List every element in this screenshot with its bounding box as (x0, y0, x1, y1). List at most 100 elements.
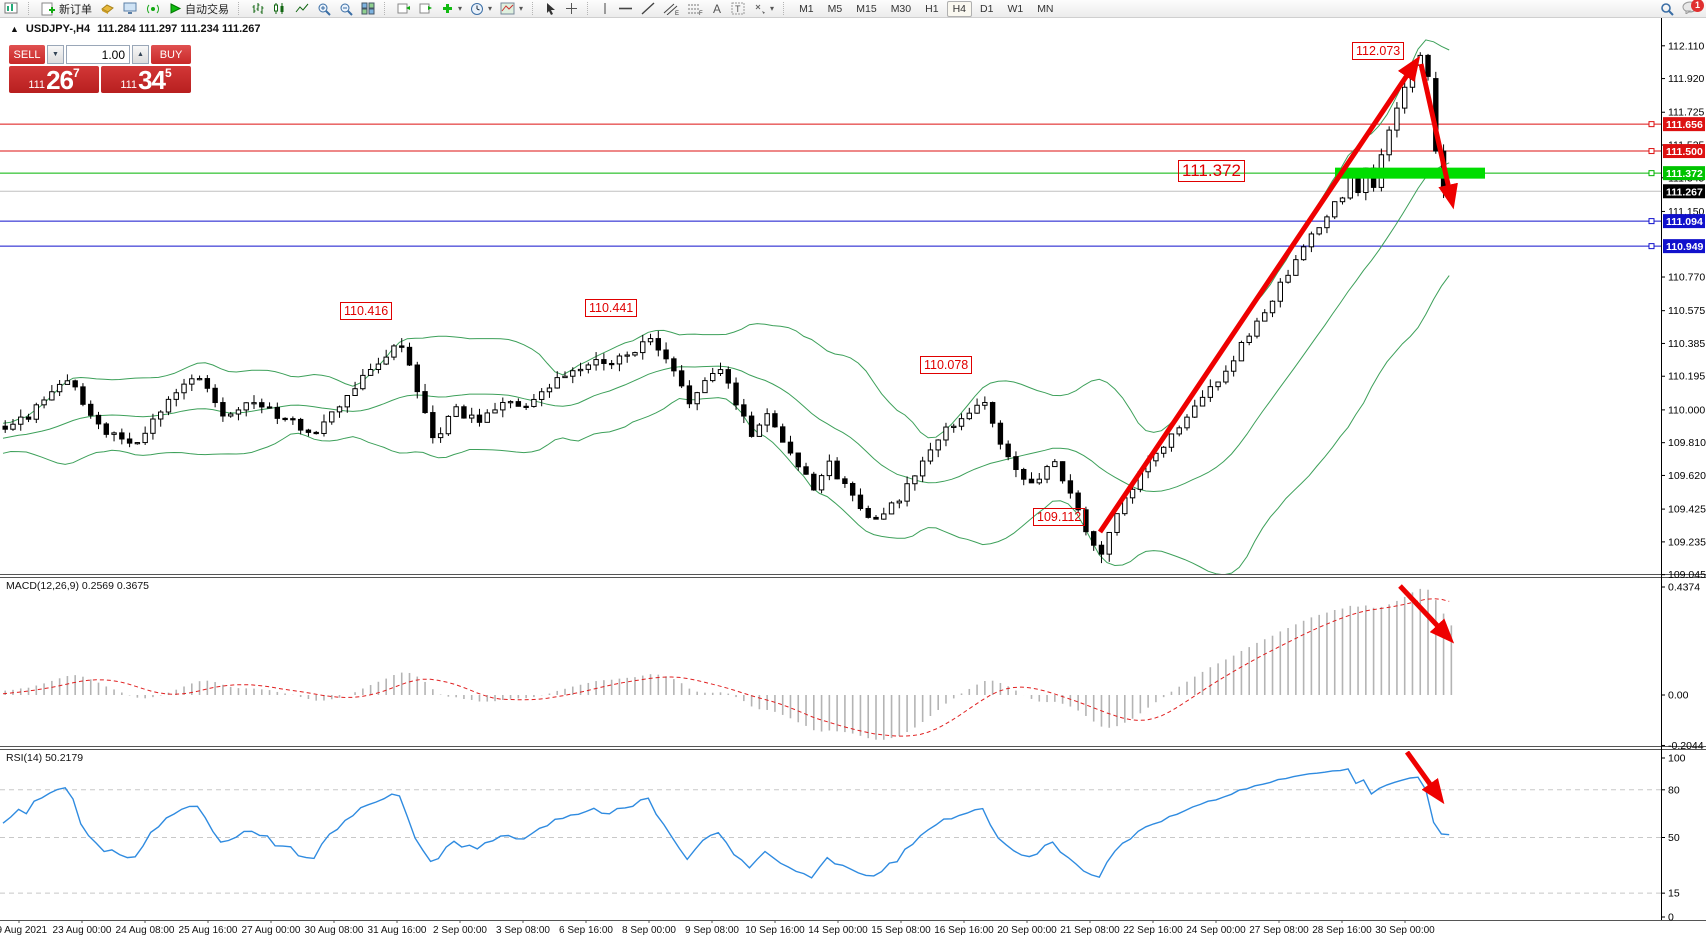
svg-text:T: T (735, 4, 741, 14)
svg-text:E: E (675, 11, 679, 15)
text-tool-button[interactable]: A (707, 1, 727, 17)
toolbar-separator (384, 2, 390, 15)
auto-scroll-button[interactable] (393, 1, 415, 17)
collapse-triangle-icon[interactable]: ▲ (10, 24, 19, 34)
time-axis-label: 24 Sep 00:00 (1186, 925, 1246, 936)
time-axis-label: 23 Aug 00:00 (52, 925, 112, 936)
time-axis-label: 28 Sep 16:00 (1312, 925, 1372, 936)
price-annotation[interactable]: 109.112 (1033, 508, 1086, 526)
hline-tool-button[interactable] (614, 1, 637, 17)
sell-button[interactable]: SELL (9, 45, 45, 64)
signal-icon (147, 4, 159, 14)
volume-increase-button[interactable]: ▲ (132, 45, 149, 64)
svg-text:110.385: 110.385 (1668, 338, 1705, 350)
strategy-tester-button[interactable] (142, 1, 165, 17)
time-axis-label: 10 Sep 16:00 (745, 925, 805, 936)
timeframe-group: M1 M5 M15 M30 H1 H4 D1 W1 MN (792, 0, 1060, 17)
timeframe-button-m15[interactable]: M15 (856, 2, 877, 15)
time-axis-label: 3 Sep 08:00 (496, 925, 550, 936)
price-annotation[interactable]: 110.441 (585, 299, 638, 317)
rsi-indicator-label: RSI(14) 50.2179 (6, 752, 84, 764)
indicators-button[interactable]: ▾ (437, 1, 466, 17)
time-axis-label: 31 Aug 16:00 (367, 925, 427, 936)
sell-price-prefix: 111 (28, 79, 46, 91)
trendline-icon (641, 2, 655, 15)
channel-tool-button[interactable]: E (659, 1, 683, 17)
candlestick-chart-button[interactable] (269, 1, 291, 17)
arrows-icon (755, 4, 766, 14)
vertical-line-icon (604, 3, 606, 14)
timeframe-button-m30[interactable]: M30 (890, 2, 912, 15)
buy-button[interactable]: BUY (151, 45, 191, 64)
svg-text:110.575: 110.575 (1668, 305, 1705, 317)
timeframe-button-m5[interactable]: M5 (827, 2, 843, 15)
notifications-button[interactable]: 1 (1682, 0, 1704, 16)
bar-chart-button[interactable] (247, 1, 269, 17)
periods-button[interactable]: ▾ (466, 1, 496, 17)
price-annotation[interactable]: 111.372 (1178, 160, 1245, 182)
vline-tool-button[interactable] (596, 1, 614, 17)
terminal-icon (123, 2, 137, 14)
svg-text:80: 80 (1668, 784, 1680, 796)
symbol-ohlc-line[interactable]: ▲ USDJPY-,H4 111.284 111.297 111.234 111… (10, 23, 261, 35)
new-order-button[interactable]: 新订单 (37, 1, 96, 17)
volume-input[interactable]: 1.00 (66, 45, 130, 64)
text-label-icon: T (731, 2, 745, 15)
price-annotation[interactable]: 110.078 (920, 356, 973, 374)
timeframe-button-d1[interactable]: D1 (980, 2, 994, 15)
timeframe-button-w1[interactable]: W1 (1007, 2, 1024, 15)
toolbar-separator (783, 2, 789, 15)
buy-price-prefix: 111 (120, 79, 138, 91)
timeframe-button-m1[interactable]: M1 (799, 2, 814, 15)
buy-price-pip: 5 (164, 66, 172, 80)
time-axis-label: 2 Sep 00:00 (433, 925, 487, 936)
timeframe-button-h1[interactable]: H1 (925, 2, 939, 15)
tile-windows-button[interactable] (357, 1, 379, 17)
indicators-icon (443, 4, 452, 13)
svg-text:100: 100 (1668, 753, 1686, 765)
cursor-tool-button[interactable] (541, 1, 561, 17)
time-axis-label: 22 Sep 16:00 (1123, 925, 1183, 936)
crosshair-tool-button[interactable] (561, 1, 582, 17)
line-chart-button[interactable] (291, 1, 313, 17)
label-tool-button[interactable]: T (727, 1, 749, 17)
trendline-tool-button[interactable] (637, 1, 659, 17)
equidistant-channel-icon: E (663, 3, 679, 15)
zoom-in-button[interactable] (313, 1, 335, 17)
price-annotation[interactable]: 112.073 (1352, 42, 1405, 60)
zoom-out-button[interactable] (335, 1, 357, 17)
search-icon[interactable] (1660, 2, 1674, 16)
svg-text:0: 0 (1668, 912, 1674, 924)
time-axis-label: 8 Sep 00:00 (622, 925, 676, 936)
templates-button[interactable]: ▾ (496, 1, 527, 17)
terminal-button[interactable] (119, 1, 142, 17)
cursor-icon (547, 3, 556, 15)
new-chart-button[interactable] (0, 1, 23, 17)
price-annotation[interactable]: 110.416 (340, 302, 393, 320)
svg-text:0.00: 0.00 (1668, 690, 1689, 702)
new-order-icon (41, 2, 55, 15)
arrows-tool-button[interactable]: ▾ (749, 1, 778, 17)
time-axis-label: 25 Aug 16:00 (178, 925, 238, 936)
fibonacci-tool-button[interactable]: F (683, 1, 707, 17)
svg-text:111.267: 111.267 (1666, 186, 1703, 198)
dropdown-caret: ▾ (519, 4, 524, 13)
history-center-button[interactable] (96, 1, 119, 17)
sell-quote-panel[interactable]: 111 26 7 (9, 66, 99, 93)
timeframe-button-h4[interactable]: H4 (946, 0, 972, 17)
svg-text:-0.2044: -0.2044 (1668, 740, 1704, 752)
autotrading-button[interactable]: 自动交易 (165, 1, 233, 17)
chart-shift-button[interactable] (415, 1, 437, 17)
text-icon: A (713, 2, 721, 15)
volume-decrease-button[interactable]: ▼ (47, 45, 64, 64)
timeframe-button-mn[interactable]: MN (1037, 2, 1054, 15)
candlestick-icon (274, 3, 284, 14)
time-axis-label: 30 Aug 08:00 (304, 925, 364, 936)
new-chart-icon (4, 2, 18, 14)
dropdown-caret: ▾ (458, 4, 463, 13)
buy-quote-panel[interactable]: 111 34 5 (101, 66, 191, 93)
svg-text:0.4374: 0.4374 (1668, 582, 1700, 594)
chart-shift-icon (419, 3, 432, 14)
